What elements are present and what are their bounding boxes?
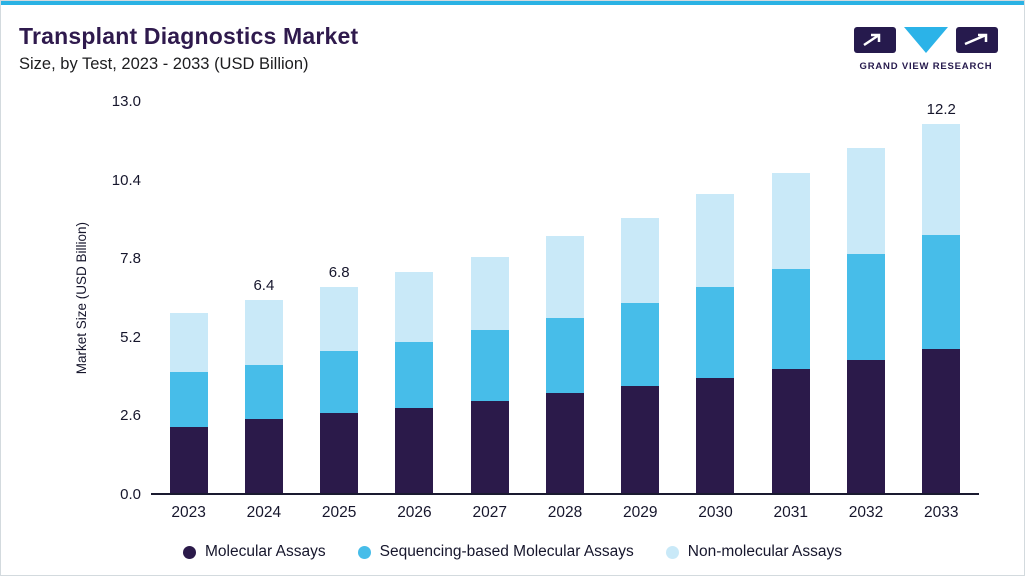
- bar-segment-non-molecular-assays: [169, 313, 208, 373]
- bar-segment-sequencing-based-molecular-assays: [470, 329, 509, 401]
- bar-column-2026: [377, 102, 452, 493]
- bar-segment-sequencing-based-molecular-assays: [169, 372, 208, 427]
- logo-text: GRAND VIEW RESEARCH: [859, 61, 993, 72]
- bar-segment-non-molecular-assays: [320, 287, 359, 351]
- y-tick-label: 7.8: [120, 250, 141, 268]
- bar-column-2023: [151, 102, 226, 493]
- grand-view-research-logo: GRAND VIEW RESEARCH: [852, 27, 1000, 72]
- bar-column-2028: [527, 102, 602, 493]
- bar-column-2030: [678, 102, 753, 493]
- legend-item-non-molecular-assays: Non-molecular Assays: [665, 543, 842, 561]
- bar-segment-molecular-assays: [847, 360, 886, 493]
- bar-column-2024: 6.4: [226, 102, 301, 493]
- bar-segment-non-molecular-assays: [922, 124, 961, 235]
- bar-stack: [470, 257, 509, 493]
- bar-stack: 6.4: [244, 276, 283, 493]
- x-axis-label: 2033: [924, 504, 959, 521]
- bar-segment-non-molecular-assays: [621, 217, 660, 303]
- legend-label: Sequencing-based Molecular Assays: [379, 543, 634, 560]
- y-tick-label: 10.4: [111, 171, 141, 189]
- bar-column-2029: [603, 102, 678, 493]
- bar-segment-non-molecular-assays: [395, 272, 434, 342]
- bar-segment-non-molecular-assays: [545, 236, 584, 318]
- bar-segment-molecular-assays: [696, 378, 735, 493]
- bar-segment-sequencing-based-molecular-assays: [696, 287, 735, 379]
- bar-column-2025: 6.8: [302, 102, 377, 493]
- bar-stack: [847, 148, 886, 493]
- y-tick-label: 2.6: [120, 407, 141, 425]
- legend-dot-icon: [357, 545, 371, 559]
- bar-segment-sequencing-based-molecular-assays: [395, 341, 434, 409]
- bar-stack: [771, 172, 810, 493]
- y-tick-label: 5.2: [120, 328, 141, 346]
- page-title: Transplant Diagnostics Market: [19, 23, 359, 49]
- x-axis-label: 2024: [246, 504, 282, 521]
- legend-dot-icon: [183, 545, 196, 559]
- bar-segment-non-molecular-assays: [244, 299, 283, 365]
- bar-segment-molecular-assays: [169, 426, 208, 493]
- bar-stack: 6.8: [320, 264, 359, 493]
- bar-segment-sequencing-based-molecular-assays: [244, 364, 283, 419]
- bar-segment-non-molecular-assays: [696, 193, 735, 288]
- logo-mark-icon: [854, 27, 998, 53]
- bar-segment-molecular-assays: [922, 349, 961, 493]
- legend-item-molecular-assays: Molecular Assays: [183, 543, 326, 561]
- legend-dot-icon: [665, 545, 679, 559]
- top-accent-bar: [1, 1, 1024, 5]
- bar-segment-molecular-assays: [244, 418, 283, 493]
- x-axis-label: 2027: [472, 504, 507, 521]
- bar-segment-sequencing-based-molecular-assays: [922, 234, 961, 350]
- bar-segment-molecular-assays: [545, 393, 584, 493]
- bar-column-2032: [828, 102, 903, 493]
- bar-segment-sequencing-based-molecular-assays: [320, 350, 359, 413]
- bar-segment-molecular-assays: [470, 400, 509, 493]
- bar-column-2027: [452, 102, 527, 493]
- x-axis-label: 2030: [698, 504, 733, 521]
- x-axis-label: 2031: [773, 504, 808, 521]
- x-axis: 2023 2024 2025 2026 2027 2028 2029 2030 2031 2032…: [151, 504, 979, 522]
- legend-label: Molecular Assays: [205, 543, 326, 560]
- x-axis-label: 2029: [622, 504, 658, 521]
- bar-total-label: 6.4: [253, 276, 275, 294]
- bar-column-2031: [753, 102, 828, 493]
- bar-segment-molecular-assays: [771, 369, 810, 493]
- y-tick-label: 0.0: [120, 486, 141, 503]
- legend-label: Non-molecular Assays: [687, 543, 842, 560]
- bar-segment-non-molecular-assays: [847, 148, 886, 255]
- bar-total-label: 6.8: [328, 264, 350, 282]
- x-axis-label: 2032: [848, 504, 884, 521]
- bar-stack: 12.2: [922, 101, 961, 493]
- x-axis-label: 2028: [547, 504, 583, 521]
- bar-segment-sequencing-based-molecular-assays: [621, 302, 660, 386]
- bar-segment-molecular-assays: [621, 385, 660, 493]
- bar-segment-sequencing-based-molecular-assays: [847, 254, 886, 360]
- bar-segment-sequencing-based-molecular-assays: [771, 269, 810, 370]
- x-axis-label: 2025: [321, 504, 357, 521]
- bar-stack: [169, 313, 208, 493]
- bar-segment-non-molecular-assays: [771, 172, 810, 270]
- plot-area: 6.4 6.8 12.2: [151, 101, 979, 495]
- x-axis-label: 2023: [171, 504, 206, 521]
- bar-segment-non-molecular-assays: [470, 257, 509, 330]
- bar-segment-molecular-assays: [395, 408, 434, 493]
- bar-stack: [696, 193, 735, 493]
- y-axis: 0.0 2.6 5.2 7.8 10.4 13.0: [1, 93, 141, 503]
- bar-stack: [621, 217, 660, 493]
- bar-segment-molecular-assays: [320, 412, 359, 493]
- bar-column-2033: 12.2: [904, 101, 979, 493]
- x-axis-label: 2026: [397, 504, 432, 521]
- page-subtitle: Size, by Test, 2023 - 2033 (USD Billion): [19, 55, 309, 73]
- bar-stack: [395, 272, 434, 493]
- bar-stack: [545, 236, 584, 493]
- bar-segment-sequencing-based-molecular-assays: [545, 317, 584, 394]
- bar-total-label: 12.2: [926, 101, 956, 119]
- y-tick-label: 13.0: [111, 93, 141, 110]
- legend: Molecular Assays Sequencing-based Molecul…: [1, 538, 1024, 566]
- legend-item-sequencing-based-molecular-assays: Sequencing-based Molecular Assays: [357, 543, 634, 561]
